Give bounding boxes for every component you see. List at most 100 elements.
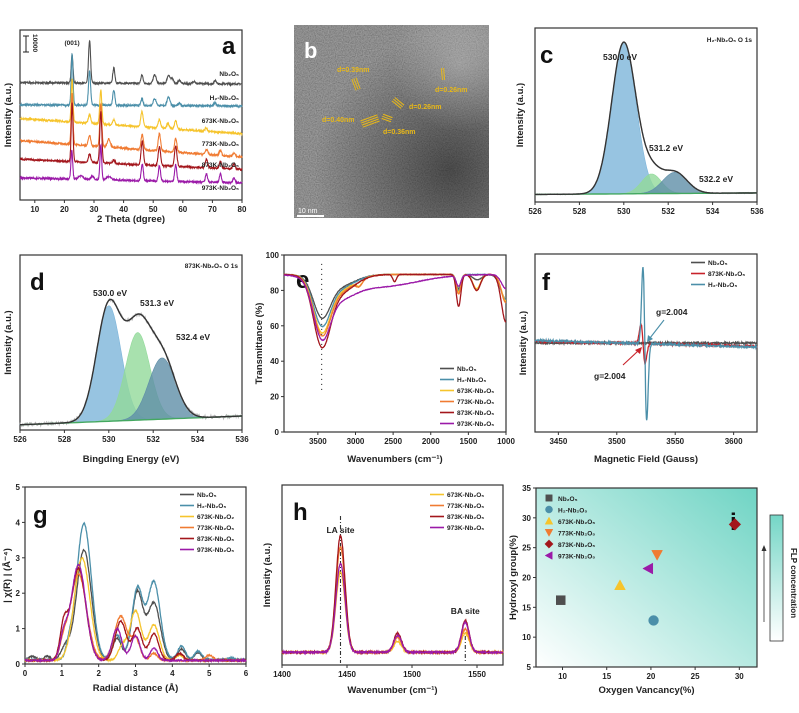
panel-label-a: a [222, 33, 236, 60]
arrow-head [647, 335, 653, 342]
plot-frame [283, 254, 507, 433]
lattice-label-5: d=0.36nm [383, 129, 416, 136]
x-tick-label: 2000 [422, 437, 440, 446]
flp-colorbar: FLP concentration [761, 514, 798, 642]
series-label: 873K-Nb₂O₅ [202, 162, 239, 169]
fringe-line [361, 118, 380, 126]
y-tick-label: 4 [16, 518, 21, 527]
series-label: 773K-Nb₂O₅ [202, 141, 239, 148]
peak-annotation: 532.4 eV [176, 332, 210, 342]
x-tick-label: 70 [208, 205, 217, 214]
x-axis-label: Oxygen Vancancy(%) [598, 685, 694, 696]
legend-label: 873K-Nb₂O₅ [558, 542, 595, 549]
legend-label: 773K-Nb₂O₅ [457, 399, 494, 406]
series-label: 973K-Nb₂O₅ [202, 185, 239, 192]
panel-c: 526 528 530 532 534 536 Intensity (a.u.) c 530.0… [515, 27, 764, 216]
fit-component-1 [19, 332, 242, 426]
fringe-line [443, 67, 446, 80]
y-tick-label: 0 [275, 428, 280, 437]
y-axis-label: Transmittance (%) [254, 303, 265, 385]
colorbar-label: FLP concentration [789, 548, 798, 618]
legend-label: H₂-Nb₂O₅ [708, 282, 737, 289]
x-axis-label: Radial distance (Å) [93, 683, 179, 694]
legend-label: 973K-Nb₂O₅ [558, 554, 595, 561]
y-tick-label: 5 [16, 483, 21, 492]
panel-i: 10 15 20 25 30 5 10 15 20 25 30 35 Oxygen Vancancy(%… [508, 484, 758, 696]
legend-label: Nb₂O₅ [708, 260, 728, 267]
x-tick-label: 1000 [497, 437, 515, 446]
y-tick-label: 80 [270, 286, 279, 295]
x-tick-label: 1500 [459, 437, 477, 446]
g-value-label: g=2.004 [656, 307, 688, 317]
y-tick-label: 0 [16, 660, 21, 669]
fringe-line [394, 97, 405, 106]
y-tick-label: 40 [270, 357, 279, 366]
legend-label: Nb₂O₅ [457, 366, 477, 373]
x-tick-label: 6 [244, 669, 249, 678]
fringe-line [362, 120, 380, 128]
fringe-line [391, 100, 402, 109]
legend-label: Nb₂O₅ [197, 492, 217, 499]
x-tick-label: 532 [662, 207, 676, 216]
x-tick-label: 5 [207, 669, 212, 678]
data-point-0 [556, 595, 566, 605]
legend-label: 873K-Nb₂O₅ [447, 514, 484, 521]
envelope-line [535, 41, 757, 196]
x-tick-label: 1500 [403, 670, 421, 679]
x-tick-label: 30 [735, 672, 744, 681]
x-tick-label: 1550 [468, 670, 486, 679]
y-tick-label: 3 [16, 554, 21, 563]
scale-bar [297, 215, 324, 217]
legend-label: 773K-Nb₂O₅ [447, 503, 484, 510]
peak-annotation: 530.0 eV [93, 288, 127, 298]
x-tick-label: 1400 [273, 670, 291, 679]
x-tick-label: 3500 [309, 437, 327, 446]
x-tick-label: 536 [235, 435, 249, 444]
x-tick-label: 50 [149, 205, 158, 214]
plot-frame [19, 254, 243, 431]
panel-label-b: b [304, 38, 317, 63]
x-tick-label: 3450 [549, 437, 567, 446]
legend-label: 873K-Nb₂O₅ [457, 410, 494, 417]
site-label: LA site [326, 525, 354, 535]
x-tick-label: 3600 [725, 437, 743, 446]
plot-background [536, 488, 757, 667]
series-line-5 [24, 563, 247, 664]
x-tick-label: 2500 [384, 437, 402, 446]
x-tick-label: 3000 [347, 437, 365, 446]
x-tick-label: 60 [178, 205, 187, 214]
panel-h: 1400 1450 1500 1550 Wavenumber (cm⁻¹) Intensi… [262, 484, 504, 696]
legend-label: 673K-Nb₂O₅ [447, 492, 484, 499]
x-tick-label: 10 [30, 205, 39, 214]
panel-a: 10 20 30 40 50 60 70 80 2 Theta (dgree) Intensity… [3, 29, 247, 225]
fringe-line [360, 116, 379, 124]
x-tick-label: 532 [147, 435, 161, 444]
x-tick-label: 530 [102, 435, 116, 444]
fringe-line [393, 98, 403, 108]
legend-label: Nb₂O₅ [558, 496, 578, 503]
series-line-4 [24, 566, 247, 663]
annotation-arrow [649, 319, 665, 339]
x-tick-label: 1450 [338, 670, 356, 679]
legend-label: 773K-Nb₂O₅ [197, 525, 234, 532]
tem-image-highlight [294, 25, 489, 218]
legend-label: 973K-Nb₂O₅ [197, 547, 234, 554]
data-point-5 [642, 562, 654, 575]
y-tick-label: 20 [522, 574, 531, 583]
x-axis-label: Bingding Energy (eV) [83, 454, 180, 465]
plot-frame [281, 484, 504, 666]
y-tick-label: 25 [522, 544, 531, 553]
arrow-head [761, 545, 767, 551]
legend-label: 673K-Nb₂O₅ [457, 388, 494, 395]
marker-triangle-down [544, 529, 554, 537]
x-tick-label: 2 [96, 669, 101, 678]
panel-label-f: f [542, 269, 551, 296]
x-tick-label: 25 [691, 672, 700, 681]
series-label: H₂-Nb₂O₅ [210, 95, 239, 102]
x-axis-label: 2 Theta (dgree) [97, 214, 165, 225]
fringe-line [353, 78, 359, 90]
plot-frame [534, 27, 758, 203]
series-line-4 [19, 102, 243, 172]
peak-annotation: 530.0 eV [603, 52, 637, 62]
